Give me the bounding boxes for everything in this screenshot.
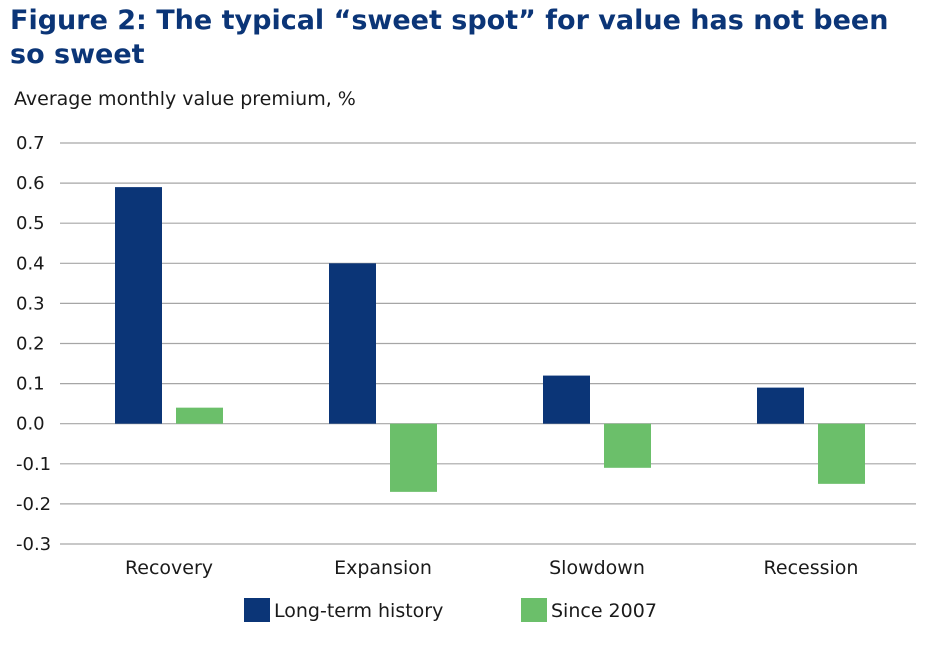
bar-slowdown-long-term-history [543,375,590,424]
bar-expansion-since-2007 [390,423,437,492]
chart-title: Figure 2: The typical “sweet spot” for v… [10,5,889,70]
bar-recession-long-term-history [757,387,804,424]
bar-recovery-long-term-history [115,187,162,424]
y-axis-label: Average monthly value premium, % [14,88,356,110]
y-tick-label: 0.5 [16,213,45,234]
y-tick-label: -0.1 [16,454,51,475]
x-axis-categories: Recovery Expansion Slowdown Recession [125,557,859,579]
x-category-label: Recovery [125,557,213,579]
x-category-label: Slowdown [549,557,645,579]
y-tick-label: 0.7 [16,133,45,154]
y-tick-label: -0.2 [16,494,51,515]
y-tick-label: 0.2 [16,334,45,355]
bar-recovery-since-2007 [176,407,223,424]
y-tick-label: 0.4 [16,253,45,274]
y-tick-label: 0.0 [16,414,45,435]
bar-expansion-long-term-history [329,263,376,424]
y-tick-label: 0.3 [16,293,45,314]
bar-slowdown-since-2007 [604,423,651,468]
x-category-label: Expansion [334,557,432,579]
x-category-label: Recession [764,557,859,579]
legend-swatch [244,598,270,622]
legend: Long-term history Since 2007 [244,598,657,622]
y-tick-label: 0.6 [16,173,45,194]
gridlines [60,142,916,545]
y-tick-label: 0.1 [16,374,45,395]
legend-swatch [521,598,547,622]
legend-label: Since 2007 [551,600,657,622]
y-axis-ticks: 0.7 0.6 0.5 0.4 0.3 0.2 0.1 0.0 -0.1 -0.2 -0.3 [16,133,51,555]
legend-label: Long-term history [274,600,443,622]
bar-recession-since-2007 [818,423,865,484]
bars [115,187,865,492]
y-tick-label: -0.3 [16,534,51,555]
